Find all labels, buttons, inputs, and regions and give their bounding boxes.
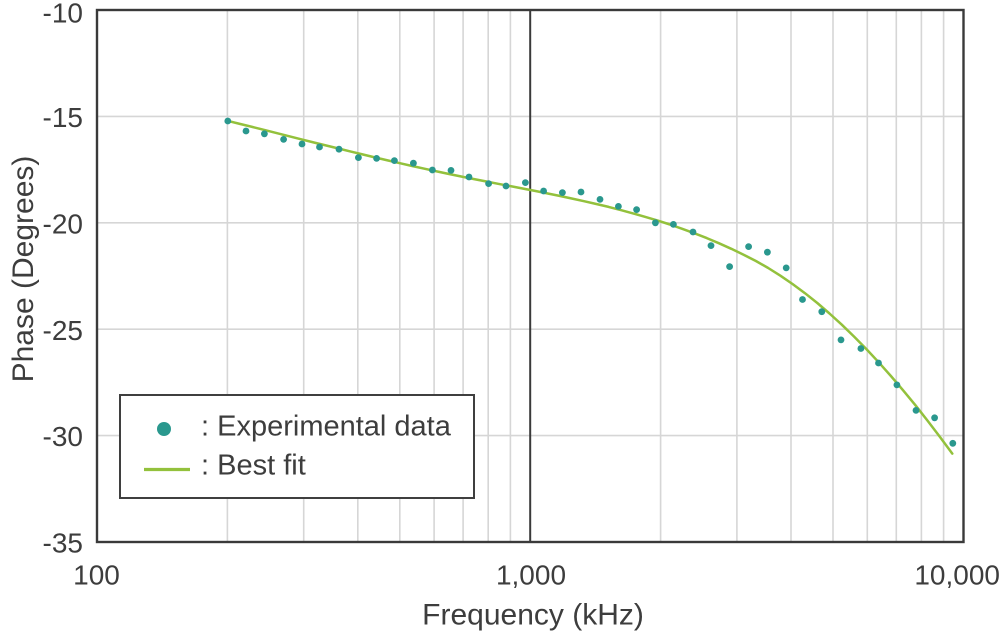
- svg-text:100: 100: [73, 560, 120, 591]
- svg-text:10,000: 10,000: [914, 560, 1000, 591]
- svg-text:Phase (Degrees): Phase (Degrees): [7, 156, 40, 383]
- svg-text:-35: -35: [43, 528, 83, 559]
- svg-text:-15: -15: [43, 102, 83, 133]
- svg-text:1,000: 1,000: [496, 560, 566, 591]
- svg-text:-10: -10: [43, 0, 83, 29]
- svg-text:: Experimental data: : Experimental data: [201, 411, 452, 443]
- svg-text:-25: -25: [43, 315, 83, 346]
- svg-text:: Best fit: : Best fit: [201, 450, 306, 482]
- svg-text:-30: -30: [43, 421, 83, 452]
- svg-text:Frequency (kHz): Frequency (kHz): [422, 599, 644, 632]
- svg-text:-20: -20: [43, 208, 83, 239]
